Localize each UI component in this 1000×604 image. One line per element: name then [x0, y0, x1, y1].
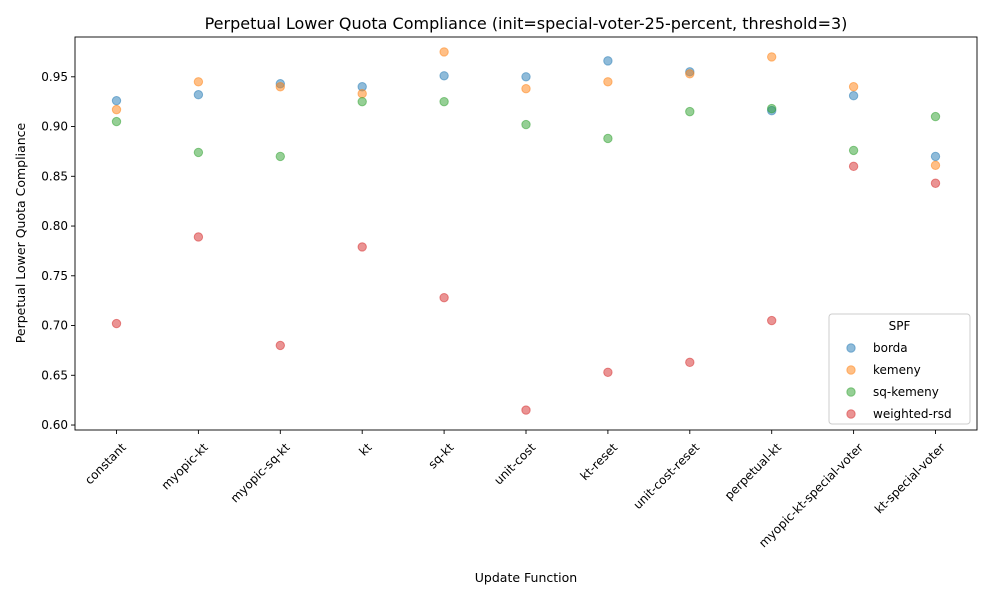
data-point-weighted-rsd: [275, 340, 285, 351]
data-point-weighted-rsd: [193, 232, 204, 242]
legend-marker: [846, 409, 856, 419]
x-axis-label: Update Function: [475, 570, 577, 585]
data-point-kemeny: [439, 47, 449, 57]
data-point-sq-kemeny: [848, 145, 859, 156]
data-point-weighted-rsd: [767, 315, 777, 326]
data-point-sq-kemeny: [521, 119, 531, 130]
data-point-weighted-rsd: [685, 357, 695, 368]
x-tick-label: unit-cost: [491, 440, 538, 487]
x-tick-label: sq-kt: [425, 440, 456, 471]
legend: SPF borda kemeny sq-kemeny weighted-rsd: [828, 313, 971, 425]
data-point-borda: [439, 71, 449, 81]
data-point-borda: [930, 151, 941, 162]
data-point-sq-kemeny: [193, 147, 204, 158]
data-point-kemeny: [357, 89, 367, 99]
data-point-kemeny: [685, 69, 695, 79]
y-tick-label: 0.70: [41, 319, 68, 333]
data-point-sq-kemeny: [685, 106, 695, 117]
legend-marker: [846, 343, 856, 353]
y-tick-label: 0.95: [41, 70, 68, 84]
data-point-kemeny: [111, 104, 122, 115]
data-point-borda: [521, 72, 531, 82]
x-tick-label: kt: [356, 440, 374, 458]
data-point-sq-kemeny: [275, 151, 285, 162]
data-point-sq-kemeny: [439, 96, 449, 107]
x-tick-label: kt-special-voter: [872, 440, 948, 516]
y-tick-label: 0.85: [41, 169, 68, 183]
data-point-sq-kemeny: [930, 111, 941, 122]
data-point-borda: [603, 56, 613, 66]
legend-entry: sq-kemeny: [873, 385, 939, 399]
data-point-borda: [193, 90, 204, 100]
data-point-kemeny: [275, 82, 285, 92]
data-point-weighted-rsd: [439, 292, 449, 303]
legend-marker: [846, 365, 856, 375]
y-tick-label: 0.80: [41, 219, 68, 233]
x-tick-label: myopic-sq-kt: [228, 440, 293, 505]
legend-entry: weighted-rsd: [873, 407, 952, 421]
x-tick-label: perpetual-kt: [722, 440, 784, 502]
y-axis-label: Perpetual Lower Quota Compliance: [13, 122, 28, 343]
data-point-sq-kemeny: [357, 96, 367, 107]
x-tick-label: constant: [82, 440, 129, 487]
plot-area: 0.60 0.65 0.70 0.75 0.80 0.85 0.90 0.95 constant…: [41, 36, 978, 550]
data-point-weighted-rsd: [521, 405, 531, 415]
data-point-weighted-rsd: [357, 242, 367, 252]
data-point-sq-kemeny: [603, 133, 613, 144]
data-point-weighted-rsd: [848, 161, 859, 172]
data-point-weighted-rsd: [930, 178, 941, 188]
data-point-kemeny: [767, 52, 777, 62]
data-point-kemeny: [848, 82, 859, 92]
x-tick-label: myopic-kt: [159, 440, 211, 492]
data-point-kemeny: [930, 160, 941, 171]
data-point-sq-kemeny: [111, 116, 122, 127]
data-point-borda: [111, 95, 122, 106]
data-point-kemeny: [193, 77, 204, 87]
chart-title: Perpetual Lower Quota Compliance (init=s…: [205, 14, 848, 33]
data-point-weighted-rsd: [111, 318, 122, 329]
legend-marker: [846, 387, 856, 397]
data-point-weighted-rsd: [603, 367, 613, 377]
data-point-sq-kemeny: [767, 103, 777, 114]
y-tick-label: 0.90: [41, 120, 68, 134]
legend-entry: borda: [873, 341, 908, 355]
y-tick-label: 0.65: [41, 368, 68, 382]
y-tick-label: 0.75: [41, 269, 68, 283]
x-tick-label: unit-cost-reset: [631, 440, 703, 512]
y-tick-label: 0.60: [41, 418, 68, 432]
data-point-borda: [848, 91, 859, 101]
x-tick-label: kt-reset: [578, 440, 621, 483]
data-point-kemeny: [521, 84, 531, 94]
legend-entry: kemeny: [873, 363, 921, 377]
data-point-kemeny: [603, 77, 613, 87]
legend-title: SPF: [889, 319, 911, 333]
legend-box: [828, 313, 971, 425]
